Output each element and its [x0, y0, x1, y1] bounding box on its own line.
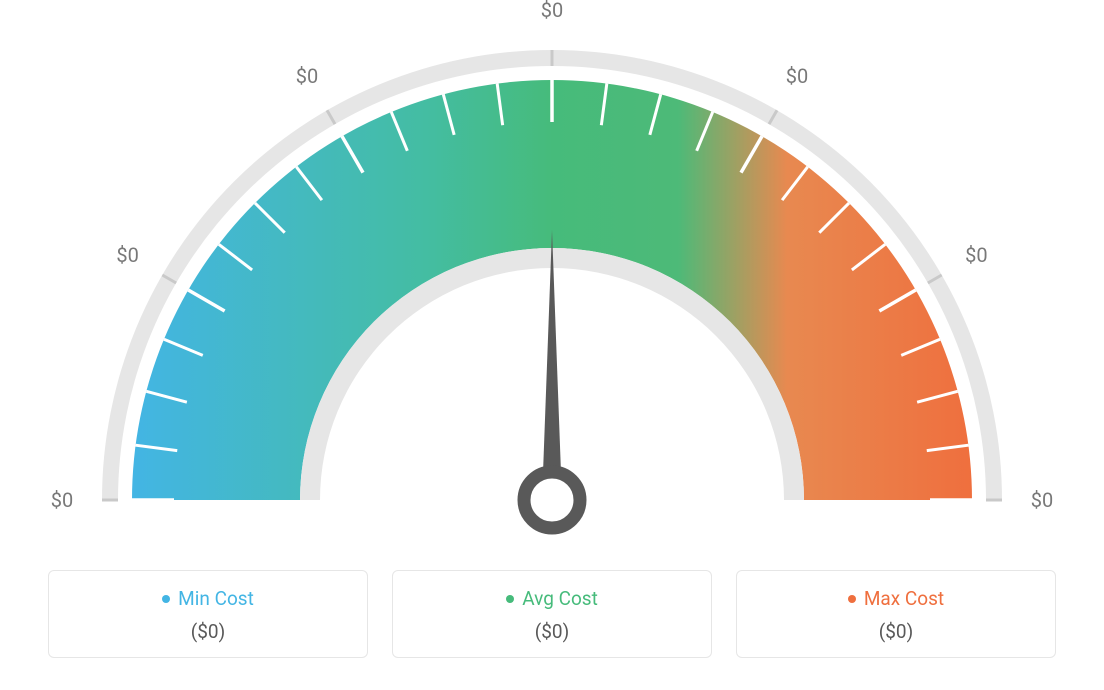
gauge-svg — [0, 0, 1104, 560]
legend-title-max: Max Cost — [848, 587, 944, 610]
legend-title-avg: Avg Cost — [506, 587, 598, 610]
gauge-tick-label: $0 — [965, 243, 987, 267]
gauge-tick-label: $0 — [116, 243, 138, 267]
legend-value-min: ($0) — [49, 620, 367, 643]
legend-dot-avg — [506, 595, 514, 603]
legend-box-avg: Avg Cost ($0) — [392, 570, 712, 658]
gauge-tick-label: $0 — [786, 64, 808, 88]
legend-dot-max — [848, 595, 856, 603]
legend-dot-min — [162, 595, 170, 603]
legend-value-avg: ($0) — [393, 620, 711, 643]
legend-label-avg: Avg Cost — [522, 587, 598, 610]
legend-box-min: Min Cost ($0) — [48, 570, 368, 658]
gauge-tick-label: $0 — [51, 488, 73, 512]
legend-label-max: Max Cost — [864, 587, 944, 610]
gauge-tick-label: $0 — [541, 0, 563, 22]
legend-title-min: Min Cost — [162, 587, 254, 610]
gauge-chart: $0 $0 $0 $0 $0 $0 $0 — [0, 0, 1104, 560]
legend-box-max: Max Cost ($0) — [736, 570, 1056, 658]
legend-value-max: ($0) — [737, 620, 1055, 643]
gauge-tick-label: $0 — [296, 64, 318, 88]
legend-label-min: Min Cost — [178, 587, 254, 610]
gauge-tick-label: $0 — [1031, 488, 1053, 512]
legend-row: Min Cost ($0) Avg Cost ($0) Max Cost ($0… — [0, 570, 1104, 658]
